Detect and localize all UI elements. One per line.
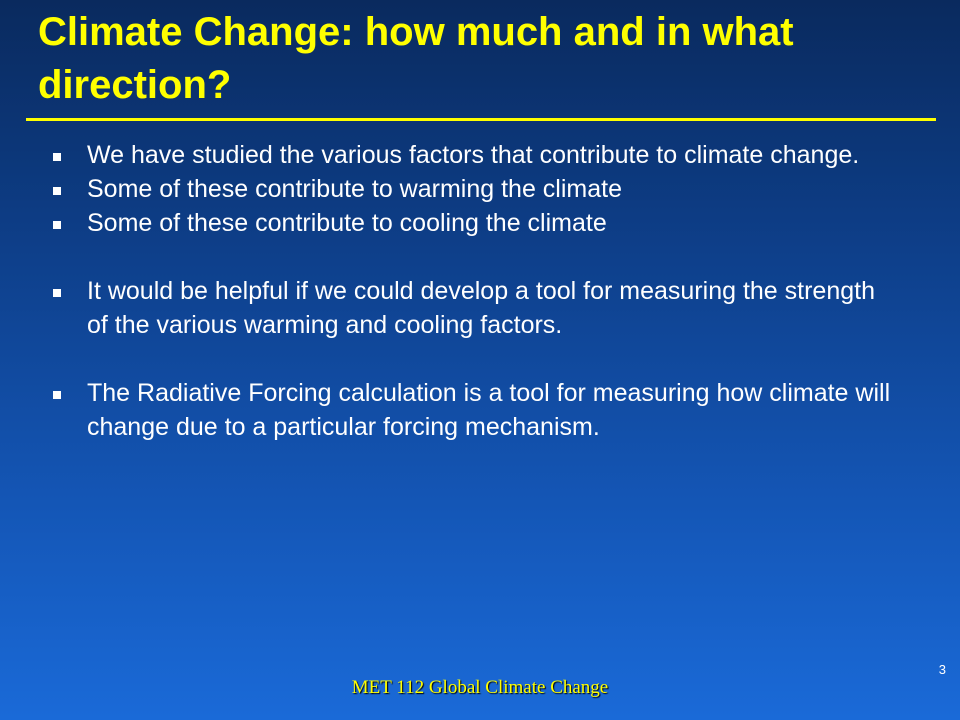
bullet-text: We have studied the various factors that… [87,141,860,169]
square-bullet-icon [53,289,61,297]
bullet-item: Some of these contribute to cooling the … [0,206,960,240]
bullet-text: It would be helpful if we could develop … [87,277,875,339]
bullet-text: Some of these contribute to cooling the … [87,209,607,237]
bullet-list: We have studied the various factors that… [0,138,960,444]
square-bullet-icon [53,221,61,229]
slide-title: Climate Change: how much and in what dir… [38,10,794,107]
bullet-item: Some of these contribute to warming the … [0,172,960,206]
bullet-text: The Radiative Forcing calculation is a t… [87,379,891,441]
bullet-item: We have studied the various factors that… [0,138,960,172]
bullet-item: It would be helpful if we could develop … [0,274,960,342]
page-number: 3 [938,662,946,677]
square-bullet-icon [53,187,61,195]
bullet-item: The Radiative Forcing calculation is a t… [0,376,960,444]
slide-footer: MET 112 Global Climate Change [351,677,609,698]
square-bullet-icon [53,391,61,399]
bullet-text: Some of these contribute to warming the … [87,175,622,203]
square-bullet-icon [53,153,61,161]
title-underline [26,118,936,121]
